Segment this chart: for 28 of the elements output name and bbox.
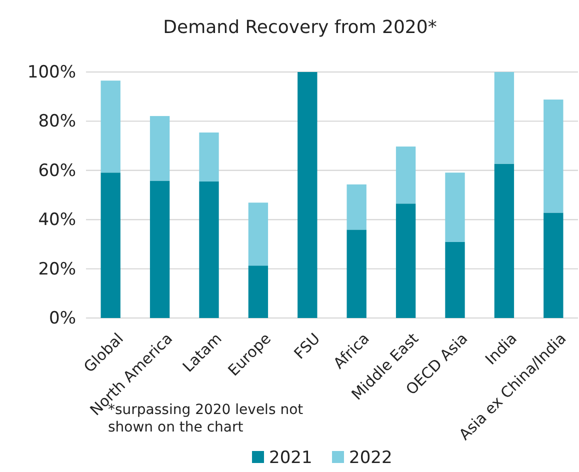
chart-title: Demand Recovery from 2020* bbox=[163, 17, 437, 38]
y-tick-label: 0% bbox=[49, 308, 76, 328]
bar bbox=[346, 184, 366, 230]
bar bbox=[494, 72, 514, 164]
y-tick-label: 100% bbox=[27, 62, 76, 82]
bar bbox=[199, 181, 219, 318]
y-tick-label: 60% bbox=[38, 160, 76, 181]
bar bbox=[544, 100, 564, 213]
bar bbox=[199, 132, 219, 182]
legend-label: 2021 bbox=[269, 448, 312, 468]
bar bbox=[445, 172, 465, 242]
bar bbox=[100, 80, 120, 173]
y-tick-label: 80% bbox=[38, 112, 76, 132]
bar bbox=[248, 202, 268, 266]
bar bbox=[544, 212, 564, 318]
bar bbox=[494, 164, 514, 318]
bar bbox=[150, 180, 170, 318]
y-tick-label: 40% bbox=[38, 210, 76, 230]
bar bbox=[396, 146, 416, 204]
bar bbox=[396, 204, 416, 318]
legend-label: 2022 bbox=[349, 448, 392, 468]
y-tick-label: 20% bbox=[38, 259, 76, 280]
bar bbox=[298, 72, 318, 318]
bar bbox=[100, 172, 120, 318]
bar bbox=[248, 266, 268, 318]
bar bbox=[346, 230, 366, 318]
bar bbox=[445, 242, 465, 318]
bar bbox=[150, 116, 170, 181]
